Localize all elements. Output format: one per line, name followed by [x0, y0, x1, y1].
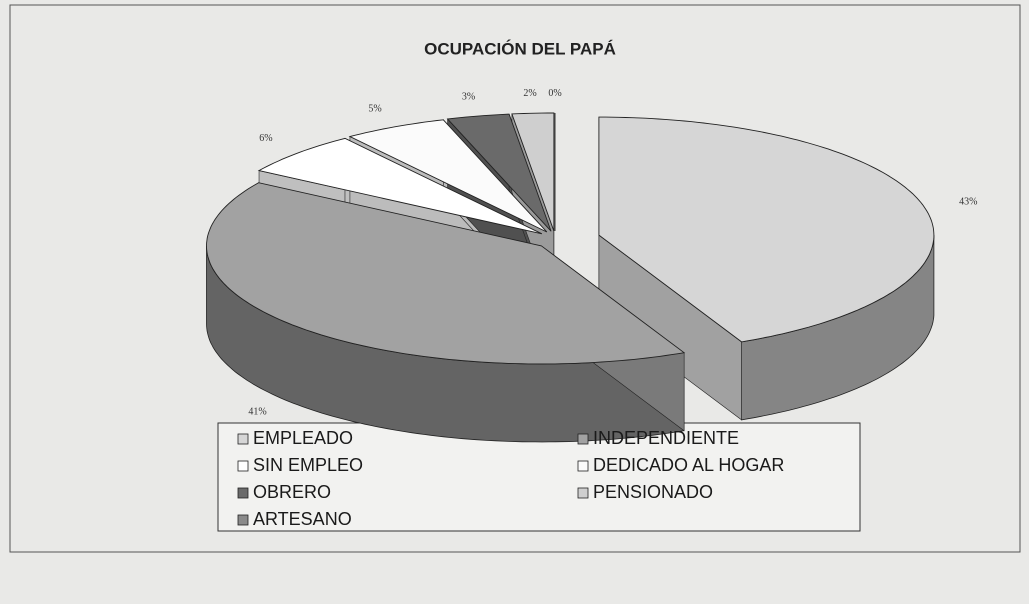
- value-label: 0%: [548, 88, 561, 99]
- legend-swatch: [577, 433, 589, 445]
- legend-swatch: [237, 433, 249, 445]
- slice: [206, 182, 686, 365]
- legend-swatch: [577, 460, 589, 472]
- value-label: 2%: [523, 88, 536, 99]
- value-label: 43%: [959, 196, 977, 207]
- value-label: 41%: [248, 406, 266, 417]
- chart-frame: [9, 4, 1021, 553]
- value-label: 3%: [462, 91, 475, 102]
- legend-label: INDEPENDIENTE: [593, 428, 739, 448]
- legend-label: PENSIONADO: [593, 482, 713, 502]
- value-label: 5%: [368, 103, 381, 114]
- legend-swatch: [577, 487, 589, 499]
- slice: [446, 113, 552, 232]
- legend-label: SIN EMPLEO: [253, 455, 363, 475]
- slice: [598, 116, 935, 343]
- legend-label: EMPLEADO: [253, 428, 353, 448]
- legend-label: DEDICADO AL HOGAR: [593, 455, 784, 475]
- legend-label: OBRERO: [253, 482, 331, 502]
- legend-swatch: [237, 460, 249, 472]
- slice: [348, 119, 548, 233]
- legend-label: ARTESANO: [253, 509, 352, 529]
- chart-title: OCUPACIÓN DEL PAPÁ: [424, 39, 616, 58]
- slice: [511, 112, 555, 232]
- slice: [257, 137, 543, 235]
- legend-swatch: [237, 487, 249, 499]
- legend-swatch: [237, 514, 249, 526]
- value-label: 6%: [259, 133, 272, 144]
